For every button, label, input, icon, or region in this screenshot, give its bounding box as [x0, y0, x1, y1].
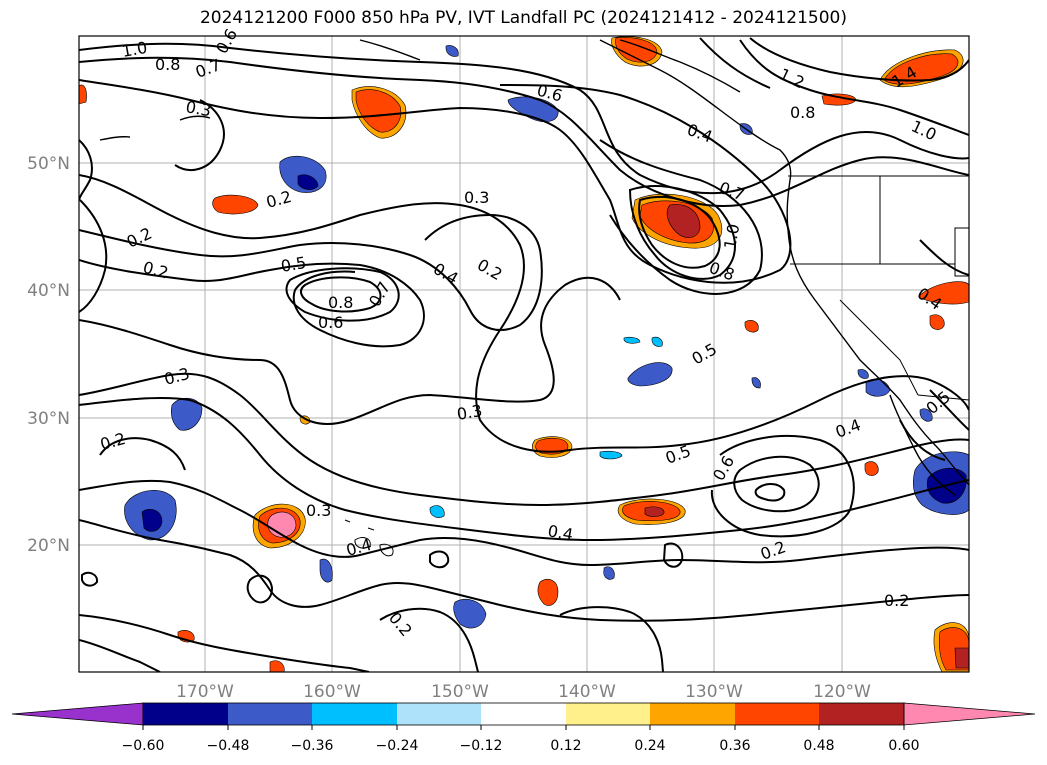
positive-anomaly-blob: [744, 320, 759, 333]
positive-anomaly-blob: [644, 506, 665, 517]
positive-anomaly-blob: [267, 511, 297, 538]
colorbar: −0.60 −0.48 −0.36 −0.24 −0.12 0.12 0.24 …: [11, 702, 1036, 754]
positive-anomaly-blob: [269, 660, 285, 672]
contour-label: 0.3: [455, 401, 483, 424]
positive-anomaly-blob: [954, 647, 969, 669]
colorbar-segment: [143, 703, 228, 725]
lon-label: 120°W: [813, 682, 871, 702]
positive-anomaly-blob: [919, 281, 969, 305]
negative-anomaly-blob: [319, 558, 333, 583]
lon-label: 140°W: [558, 682, 616, 702]
positive-anomaly-blob: [212, 194, 259, 215]
negative-anomaly-blob: [627, 362, 673, 387]
colorbar-tick-label: −0.36: [291, 738, 334, 754]
lat-label: 40°N: [27, 281, 70, 301]
negative-anomaly-blob: [599, 450, 623, 460]
colorbar-ticks: [142, 725, 905, 730]
colorbar-tick-label: −0.48: [207, 738, 250, 754]
longitude-labels: 170°W 160°W 150°W 140°W 130°W 120°W: [176, 682, 871, 702]
latitude-labels: 50°N 40°N 30°N 20°N: [27, 154, 70, 556]
pv-contours: [79, 37, 969, 672]
contour-label: 0.5: [279, 253, 307, 276]
colorbar-segment: [397, 703, 481, 725]
contour-label: 0.8: [155, 55, 180, 74]
lat-label: 50°N: [27, 154, 70, 174]
lat-label: 20°N: [27, 536, 70, 556]
borders: [788, 175, 969, 401]
colorbar-segment: [735, 703, 819, 725]
lon-label: 150°W: [431, 682, 489, 702]
positive-anomaly-blob: [355, 89, 402, 133]
colorbar-extend-low: [11, 702, 144, 726]
lon-label: 130°W: [685, 682, 743, 702]
plot-area: [79, 36, 969, 672]
negative-anomaly-blob: [919, 408, 933, 422]
positive-anomaly-blob: [929, 314, 945, 330]
colorbar-tick-label: 0.48: [803, 738, 834, 754]
contour-label: 0.6: [318, 313, 343, 332]
contour-label: 1.0: [720, 222, 743, 250]
colorbar-segment: [228, 703, 312, 725]
lon-label: 160°W: [303, 682, 361, 702]
negative-anomaly-blob: [453, 599, 487, 629]
lon-label: 170°W: [176, 682, 234, 702]
contour-label: 1.0: [120, 38, 148, 61]
positive-anomaly-blob: [864, 461, 879, 476]
negative-anomaly-blob: [429, 505, 445, 518]
contour-label: 0.8: [328, 293, 353, 312]
positive-anomaly-blob: [537, 579, 559, 606]
colorbar-tick-label: −0.60: [122, 738, 165, 754]
positive-anomaly-blob: [535, 437, 569, 455]
colorbar-tick-label: 0.60: [888, 738, 919, 754]
colorbar-segment: [566, 703, 650, 725]
plot-frame: [78, 35, 970, 673]
negative-anomaly-blob: [857, 369, 869, 379]
colorbar-tick-label: 0.12: [550, 738, 581, 754]
negative-anomaly-blob: [603, 566, 615, 580]
contour-label: 0.8: [790, 103, 815, 122]
contour-label: 0.4: [546, 521, 574, 544]
negative-anomaly-blob: [141, 509, 163, 532]
positive-anomaly-blob: [79, 84, 87, 105]
negative-anomaly-blob: [751, 377, 761, 389]
negative-anomaly-blob: [651, 336, 663, 347]
lat-label: 30°N: [27, 409, 70, 429]
colorbar-extend-high: [903, 702, 1036, 726]
colorbar-frame: [142, 702, 905, 726]
colorbar-tick-label: 0.36: [719, 738, 750, 754]
map-title: 2024121200 F000 850 hPa PV, IVT Landfall…: [199, 8, 847, 28]
colorbar-tick-label: 0.24: [634, 738, 665, 754]
negative-anomaly-blob: [170, 397, 203, 431]
coastlines: [99, 39, 969, 496]
negative-anomaly-blob: [445, 45, 459, 57]
negative-anomaly-blob: [623, 336, 641, 344]
negative-anomaly-blob: [297, 174, 319, 190]
contour-label: 0.3: [464, 188, 489, 207]
colorbar-segment: [819, 703, 904, 725]
colorbar-segment: [312, 703, 397, 725]
colorbar-segment: [650, 703, 735, 725]
positive-anomaly-blob: [666, 204, 701, 238]
positive-anomaly-blob: [883, 53, 959, 85]
colorbar-tick-label: −0.12: [460, 738, 503, 754]
contour-label: 0.3: [184, 97, 212, 120]
colorbar-segment: [481, 703, 566, 725]
contour-label: 0.3: [306, 501, 331, 520]
islands: [344, 519, 394, 557]
colorbar-tick-label: −0.24: [376, 738, 419, 754]
contour-label: 0.2: [884, 591, 909, 610]
